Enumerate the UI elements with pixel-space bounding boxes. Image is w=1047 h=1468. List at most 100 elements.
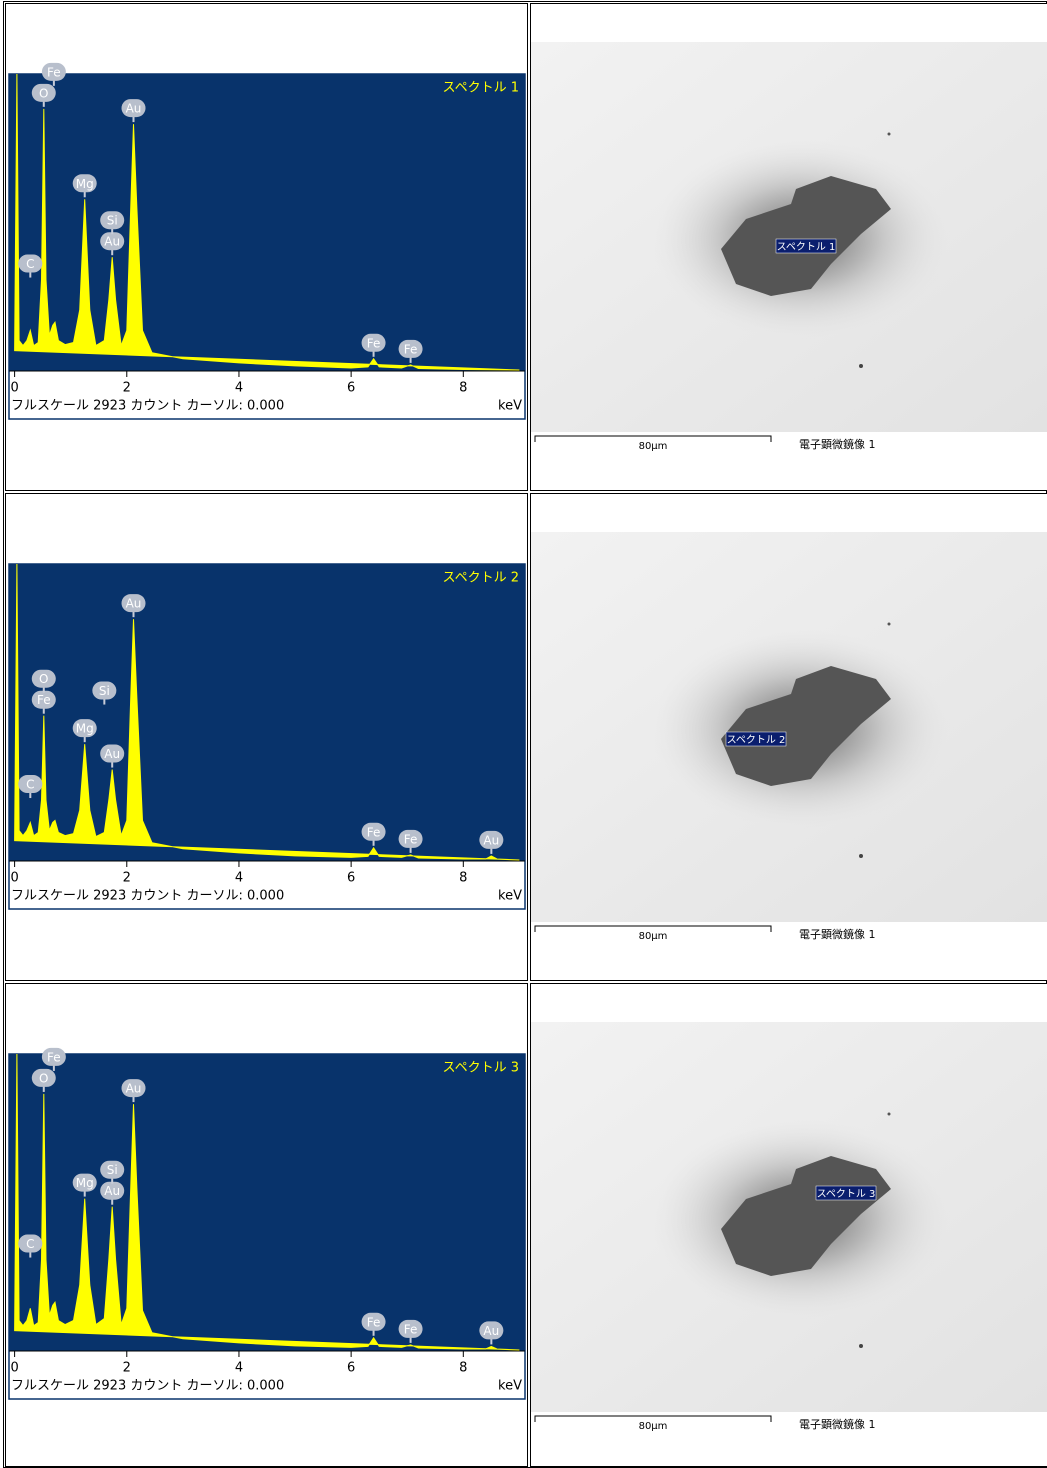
peak-label-bubble <box>100 1160 125 1179</box>
peak-label-text: Si <box>99 684 110 698</box>
peak-label-text: Mg <box>76 722 94 736</box>
spectrum <box>14 73 520 371</box>
peak-label-text: Fe <box>47 1050 61 1064</box>
sem-dot <box>887 132 891 136</box>
peak-label-bubble <box>398 339 423 358</box>
x-tick-label: 2 <box>123 1361 131 1376</box>
x-tick-label: 6 <box>347 381 355 396</box>
footer: フルスケール 2923 カウント カーソル: 0.000 <box>11 1379 284 1394</box>
peak-label-bubble <box>361 333 386 352</box>
footer: フルスケール 2923 カウント カーソル: 0.000 <box>11 399 284 414</box>
peak-label: O <box>31 1068 56 1092</box>
spectrum-marker-label: スペクトル 1 <box>777 241 836 253</box>
x-axis-label: keV <box>498 889 522 904</box>
sem-dot <box>887 1112 891 1116</box>
peak-label-text: Au <box>126 1082 142 1096</box>
chart-title: スペクトル 2 <box>443 571 520 586</box>
spectrum-cell-svg: スペクトル 3 0 2 4 6 8 フルスケール 2923 カウント カーソル: 0.000… <box>8 1047 526 1400</box>
peak-label-text: Fe <box>404 832 418 846</box>
peak-label-bubble <box>100 232 125 251</box>
peak-label: C <box>18 775 43 799</box>
sem-dot <box>859 854 863 858</box>
chart-frame <box>8 73 526 420</box>
image-cell-svg: スペクトル 3 80μm 電子顕微鏡像 1 <box>531 1022 1047 1432</box>
sem-particle <box>721 666 891 786</box>
peak-label: Au <box>479 830 504 854</box>
spectrum-marker <box>815 1185 877 1201</box>
peak-label-bubble <box>72 1173 97 1192</box>
peak-label-bubble <box>31 669 56 688</box>
x-axis-label: keV <box>498 1379 522 1394</box>
peak-label: Si <box>100 1160 125 1184</box>
spectrum-cell: スペクトル 3 0 2 4 6 8 フルスケール 2923 カウント カーソル: 0.000… <box>5 983 528 1467</box>
footer: フルスケール 2923 カウント カーソル: 0.000 <box>11 889 284 904</box>
peak-label-bubble <box>18 1234 43 1253</box>
peak-label-bubble <box>72 719 97 738</box>
peak-label-bubble <box>72 174 97 193</box>
peak-label: Fe <box>398 339 423 363</box>
peak-label-bubble <box>121 99 146 118</box>
peak-label-text: O <box>39 86 48 100</box>
x-tick-label: 0 <box>10 381 18 396</box>
peak-label: Mg <box>72 719 97 743</box>
spectrum <box>14 563 520 861</box>
sem-dot <box>859 1344 863 1348</box>
spectrum-marker-label: スペクトル 2 <box>727 734 786 746</box>
chart-title: スペクトル 1 <box>443 81 520 96</box>
peak-label: Au <box>100 1181 125 1205</box>
peak-label: Mg <box>72 1173 97 1197</box>
peak-label-text: Fe <box>37 693 51 707</box>
scale-label: 80μm <box>639 931 668 942</box>
image-cell-svg: スペクトル 2 80μm 電子顕微鏡像 1 <box>531 532 1047 942</box>
peak-label-text: Fe <box>367 336 381 350</box>
peak-label: Au <box>121 99 146 123</box>
spectrum-cell: スペクトル 1 0 2 4 6 8 フルスケール 2923 カウント カーソル: 0.000… <box>5 3 528 491</box>
peak-label-text: Si <box>107 214 118 228</box>
peak-label-text: Mg <box>76 1176 94 1190</box>
peak-label: Si <box>100 211 125 235</box>
x-tick-label: 6 <box>347 1361 355 1376</box>
peak-label-bubble <box>479 830 504 849</box>
x-tick-label: 0 <box>10 1361 18 1376</box>
spectrum-cell-svg: スペクトル 1 0 2 4 6 8 フルスケール 2923 カウント カーソル: 0.000… <box>8 62 526 420</box>
peak-label: C <box>18 1234 43 1258</box>
peak-label: Fe <box>361 333 386 357</box>
peak-label-text: Au <box>483 1324 499 1338</box>
x-tick-label: 2 <box>123 381 131 396</box>
scale-bar <box>534 925 772 932</box>
peak-label-bubble <box>31 83 56 102</box>
image-cell-svg: スペクトル 1 80μm 電子顕微鏡像 1 <box>531 42 1047 452</box>
peak-label: Fe <box>398 1319 423 1343</box>
x-tick-label: 4 <box>235 381 243 396</box>
chart-title: スペクトル 3 <box>443 1061 520 1076</box>
peak-label-bubble <box>121 1079 146 1098</box>
peak-label-text: Au <box>104 235 120 249</box>
image-caption: 電子顕微鏡像 1 <box>799 927 876 941</box>
sem-particle <box>721 176 891 296</box>
peak-label: Au <box>121 594 146 618</box>
peak-label-bubble <box>121 594 146 613</box>
peak-label-text: Fe <box>367 1315 381 1329</box>
peak-label-text: C <box>26 778 34 792</box>
image-cell: スペクトル 2 80μm 電子顕微鏡像 1 <box>530 493 1047 981</box>
peak-label-bubble <box>92 681 117 700</box>
x-tick-label: 0 <box>10 871 18 886</box>
image-cell: スペクトル 3 80μm 電子顕微鏡像 1 <box>530 983 1047 1467</box>
peak-label-text: O <box>39 672 48 686</box>
spectrum-cell-svg: スペクトル 2 0 2 4 6 8 フルスケール 2923 カウント カーソル: 0.000… <box>8 563 526 910</box>
peak-label-bubble <box>398 829 423 848</box>
peak-label-text: Au <box>483 833 499 847</box>
x-tick-label: 4 <box>235 1361 243 1376</box>
peak-label-bubble <box>31 690 56 709</box>
scale-bar <box>534 435 772 442</box>
peak-label-bubble <box>100 744 125 763</box>
spectrum-cell: スペクトル 2 0 2 4 6 8 フルスケール 2923 カウント カーソル: 0.000… <box>5 493 528 981</box>
scale-label: 80μm <box>639 441 668 452</box>
peak-label: Fe <box>398 829 423 853</box>
peak-label-bubble <box>41 1047 66 1066</box>
x-tick-label: 8 <box>459 381 467 396</box>
peak-label-bubble <box>41 62 66 81</box>
peak-label-text: Au <box>126 102 142 116</box>
peak-label-bubble <box>361 822 386 841</box>
